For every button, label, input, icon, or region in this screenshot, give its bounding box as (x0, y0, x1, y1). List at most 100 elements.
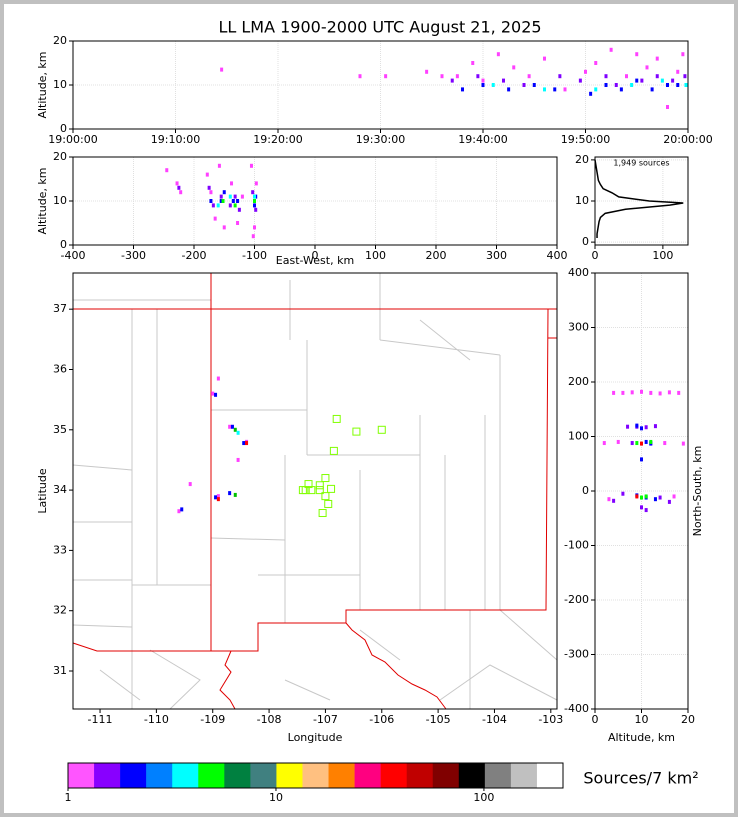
source (635, 78, 639, 83)
source (219, 199, 223, 203)
colorbar-segment (458, 763, 486, 788)
colorbar-segment (354, 763, 381, 788)
source (653, 497, 657, 502)
source (644, 494, 648, 499)
source (655, 74, 659, 79)
station (307, 486, 316, 495)
source (663, 441, 667, 446)
source (471, 61, 475, 65)
source (578, 78, 582, 83)
source (211, 203, 215, 208)
source (455, 74, 459, 79)
source (254, 207, 258, 212)
colorbar-segment (328, 763, 355, 788)
source (230, 424, 234, 429)
source (681, 441, 685, 446)
colorbar-segment (146, 763, 173, 788)
x-tick-label: 19:00:00 (48, 133, 97, 146)
source (188, 482, 192, 487)
colorbar-label: Sources/7 km² (583, 769, 698, 788)
source (594, 87, 598, 92)
x-tick-label: -400 (61, 249, 86, 262)
station (377, 425, 386, 434)
source (253, 203, 256, 208)
annotation: 1,949 sources (613, 159, 669, 168)
source (681, 52, 685, 57)
x-tick-label: -103 (538, 713, 563, 726)
source (650, 87, 654, 92)
source (253, 199, 256, 203)
source (216, 376, 220, 381)
y-tick-label: 0 (60, 238, 67, 251)
source (607, 497, 611, 502)
source (216, 494, 220, 499)
source (558, 74, 562, 79)
source (179, 190, 183, 195)
source (543, 56, 546, 61)
source (236, 221, 240, 225)
y-tick-label: 0 (60, 122, 67, 135)
colorbar-segment (302, 763, 329, 788)
colorbar-segment (94, 763, 121, 788)
source (604, 74, 608, 79)
x-tick-label: 19:20:00 (253, 133, 302, 146)
plot-frame (594, 272, 689, 710)
y-tick-label: -400 (564, 702, 589, 715)
station (315, 486, 324, 495)
y-tick-label: 20 (575, 153, 589, 166)
source (594, 61, 598, 65)
source (231, 199, 235, 203)
source (450, 78, 454, 83)
colorbar-segment (510, 763, 538, 788)
source (177, 509, 181, 514)
x-tick-label: 20:00:00 (663, 133, 712, 146)
station (315, 481, 324, 490)
source (640, 505, 643, 510)
source (621, 390, 625, 395)
x-tick-label: -104 (482, 713, 507, 726)
colorbar-tick-label: 100 (473, 791, 494, 804)
source (213, 216, 217, 221)
source (671, 78, 675, 83)
y-axis-label: Altitude, km (36, 51, 49, 118)
source (644, 508, 648, 513)
source (658, 495, 662, 500)
x-tick-label: 19:50:00 (561, 133, 610, 146)
colorbar-frame (67, 762, 564, 789)
source (640, 441, 643, 446)
chart-title: LL LMA 1900-2000 UTC August 21, 2025 (218, 18, 541, 37)
source (491, 83, 495, 87)
y-tick-label: 10 (575, 194, 589, 207)
source (666, 105, 669, 109)
source (649, 390, 653, 395)
source (207, 185, 211, 190)
colorbar-segment (406, 763, 434, 788)
source (677, 390, 681, 395)
y-tick-label: 36 (53, 362, 67, 375)
colorbar-tick-label: 1 (65, 791, 72, 804)
source (667, 499, 671, 504)
y-tick-label: 400 (568, 266, 589, 279)
y-tick-label: 200 (568, 375, 589, 388)
source (626, 424, 630, 429)
y-tick-label: 20 (53, 150, 67, 163)
y-tick-label: 20 (53, 34, 67, 47)
county-lines (72, 273, 558, 710)
source (635, 441, 639, 446)
source (635, 423, 639, 428)
station (304, 480, 313, 489)
source (512, 65, 516, 70)
colorbar-segment (484, 763, 512, 788)
source (625, 74, 628, 79)
x-tick-label: -111 (88, 713, 113, 726)
source (630, 83, 634, 87)
source (532, 83, 536, 87)
plot-frame (72, 272, 558, 710)
x-tick-label: 0 (592, 249, 599, 262)
source (237, 207, 241, 212)
x-tick-label: -106 (369, 713, 394, 726)
source (254, 181, 258, 186)
source (222, 190, 226, 195)
y-tick-label: -200 (564, 593, 589, 606)
x-tick-label: -105 (426, 713, 451, 726)
